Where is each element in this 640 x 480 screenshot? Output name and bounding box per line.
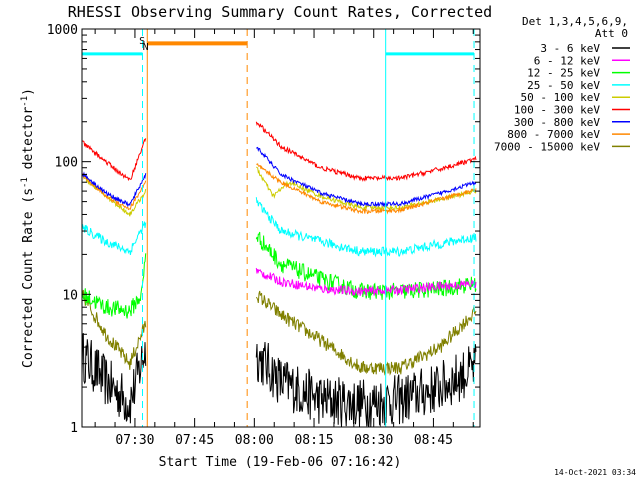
series-6-12-kev xyxy=(255,267,477,297)
legend-header: Det 1,3,4,5,6,9, xyxy=(522,15,628,28)
legend-label: 3 - 6 keV xyxy=(540,42,600,55)
legend-entry-50-100-kev: 50 - 100 keV xyxy=(521,91,630,104)
legend-label: 800 - 7000 keV xyxy=(507,128,600,141)
legend-entry-300-800-kev: 300 - 800 keV xyxy=(514,116,630,129)
legend-entry-12-25-kev: 12 - 25 keV xyxy=(527,67,630,80)
x-tick-label: 08:30 xyxy=(354,433,393,448)
y-tick-label: 100 xyxy=(55,156,78,171)
x-tick-label: 08:00 xyxy=(235,433,274,448)
trace-line xyxy=(81,172,147,211)
x-tick-label: 08:45 xyxy=(414,433,453,448)
legend-entry-800-7000-kev: 800 - 7000 keV xyxy=(507,128,630,141)
series-800-7000-kev xyxy=(81,163,477,215)
trace-line xyxy=(255,197,477,258)
trace-line xyxy=(81,289,147,370)
series-100-300-kev xyxy=(81,121,477,182)
annotation-s: S xyxy=(139,36,145,47)
trace-line xyxy=(255,267,477,297)
legend-header: Att 0 xyxy=(595,27,628,40)
series-3-6-kev xyxy=(81,333,477,428)
x-tick-label: 07:30 xyxy=(115,433,154,448)
legend-label: 7000 - 15000 keV xyxy=(494,140,600,153)
trace-line xyxy=(255,231,477,300)
x-tick-label: 07:45 xyxy=(175,433,214,448)
trace-line xyxy=(81,333,147,424)
y-tick-label: 1 xyxy=(70,421,78,436)
series-7000-15000-kev xyxy=(81,289,477,376)
legend-label: 300 - 800 keV xyxy=(514,116,600,129)
legend-label: 12 - 25 keV xyxy=(527,67,600,80)
y-axis-label: Corrected Count Rate (s-1 detector-1) xyxy=(20,88,36,368)
trace-line xyxy=(255,290,477,376)
series-300-800-kev xyxy=(81,146,477,208)
status-bars xyxy=(82,41,475,56)
series-12-25-kev xyxy=(81,231,477,319)
legend-label: 6 - 12 keV xyxy=(534,54,601,67)
legend-label: 50 - 100 keV xyxy=(521,91,601,104)
legend-entry-6-12-kev: 6 - 12 keV xyxy=(534,54,630,67)
trace-line xyxy=(256,163,477,215)
y-axis-ticks: 1 10 100 1000 xyxy=(47,23,480,436)
trace-line xyxy=(81,221,147,255)
chart-title: RHESSI Observing Summary Count Rates, Co… xyxy=(68,3,492,21)
legend-label: 25 - 50 keV xyxy=(527,79,600,92)
trace-line xyxy=(255,341,477,428)
legend-label: 100 - 300 keV xyxy=(514,104,600,117)
legend-entry-7000-15000-kev: 7000 - 15000 keV xyxy=(494,140,630,153)
trace-line xyxy=(256,166,477,212)
trace-line xyxy=(81,253,147,319)
x-axis-label: Start Time (19-Feb-06 07:16:42) xyxy=(159,455,402,470)
orbit-boundary-lines xyxy=(141,29,475,427)
x-axis-ticks: 07:30 07:45 08:00 08:15 08:30 08:45 xyxy=(94,29,474,448)
series-25-50-kev xyxy=(81,197,477,258)
legend-entry-25-50-kev: 25 - 50 keV xyxy=(527,79,630,92)
annotations: SN xyxy=(139,36,149,53)
data-traces xyxy=(81,121,477,428)
annotation-n: N xyxy=(143,42,149,53)
y-tick-label: 10 xyxy=(62,288,78,303)
plot-frame xyxy=(81,28,481,428)
legend-entry-100-300-kev: 100 - 300 keV xyxy=(514,104,630,117)
trace-line xyxy=(255,121,477,182)
trace-line xyxy=(81,171,147,208)
trace-line xyxy=(256,146,477,208)
legend-entry-3-6-kev: 3 - 6 keV xyxy=(540,42,630,55)
x-tick-label: 08:15 xyxy=(294,433,333,448)
footer-timestamp: 14-Oct-2021 03:34 xyxy=(554,468,636,477)
trace-line xyxy=(81,138,147,182)
y-tick-label: 1000 xyxy=(47,23,78,38)
